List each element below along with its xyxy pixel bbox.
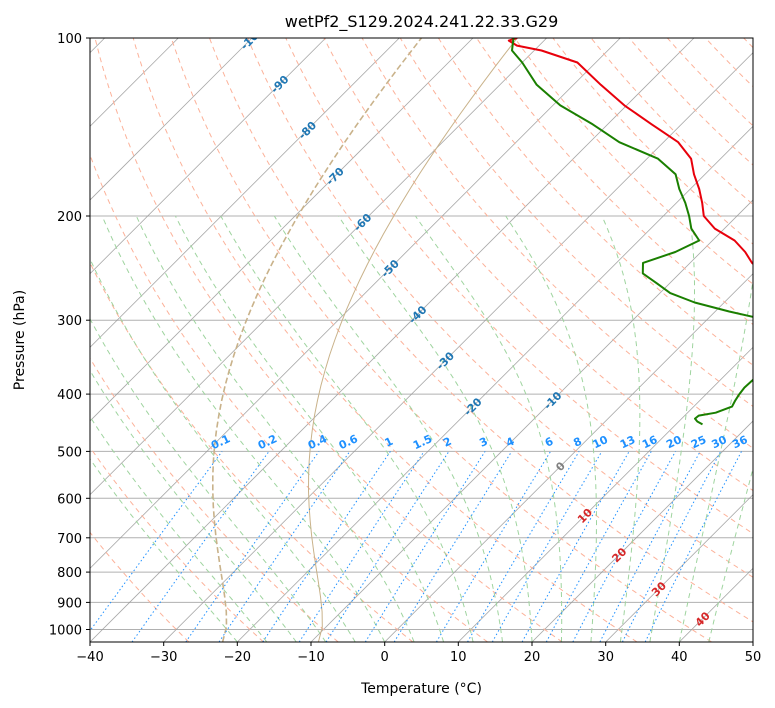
dry-adiabat-line xyxy=(90,261,414,642)
temperature-profile-line xyxy=(507,38,753,266)
moist-adiabat-line xyxy=(337,215,533,642)
x-tick-label: −30 xyxy=(150,650,177,665)
x-tick-label: 20 xyxy=(524,650,541,665)
mixing-ratio-line xyxy=(393,451,513,642)
isotherm-line xyxy=(163,52,753,642)
chart-title: wetPf2_S129.2024.241.22.33.G29 xyxy=(285,12,559,32)
moist-adiabat-line xyxy=(273,215,503,642)
dry-adiabat-line xyxy=(209,38,753,623)
profile-series xyxy=(507,38,753,426)
cloud-level-line xyxy=(307,38,518,642)
background-lines xyxy=(90,38,753,642)
axes: −40 −30 −20 −10 0 10 20 30 40 50 1000 900 800 700 600 5… xyxy=(49,32,761,665)
isotherm-line xyxy=(605,494,753,642)
isotherm-line xyxy=(90,38,547,496)
dry-adiabat-line xyxy=(399,38,753,408)
moist-adiabat-line xyxy=(135,215,415,642)
x-tick-label: 40 xyxy=(671,650,688,665)
dry-adiabat-line xyxy=(361,38,753,449)
isotherm-line xyxy=(90,38,695,642)
isotherm-line xyxy=(90,38,326,275)
dry-adiabat-line xyxy=(247,38,753,578)
mixing-ratio-line xyxy=(435,451,552,642)
mixing-ratio-line xyxy=(545,451,652,642)
mixing-ratio-line xyxy=(364,451,486,642)
mixing-ratio-line xyxy=(491,451,603,642)
moist-adiabat-line xyxy=(649,215,695,642)
mixing-ratio-label: 30 xyxy=(710,433,730,451)
plot-frame xyxy=(89,37,754,643)
y-axis-label: Pressure (hPa) xyxy=(12,290,28,390)
dry-adiabat-line xyxy=(90,357,339,642)
mixing-ratio-label: 20 xyxy=(664,433,684,451)
dry-adiabat-line xyxy=(132,38,638,642)
y-tick-label: 900 xyxy=(57,596,82,611)
isotherm-line xyxy=(237,125,753,642)
mixing-ratio-label: 10 xyxy=(591,433,611,451)
moist-adiabat-line xyxy=(174,215,445,642)
moist-adiabat-line xyxy=(90,257,356,642)
x-tick-label: −20 xyxy=(224,650,251,665)
dewpoint-profile-line xyxy=(511,38,753,426)
cloud-level-line xyxy=(212,38,423,642)
y-tick-label: 700 xyxy=(57,532,82,547)
x-tick-label: 50 xyxy=(745,650,762,665)
isotherm-line xyxy=(90,38,621,569)
mixing-ratio-line xyxy=(90,451,223,632)
y-tick-label: 300 xyxy=(57,314,82,329)
y-tick-label: 600 xyxy=(57,492,82,507)
dry-adiabat-line xyxy=(90,531,190,642)
isotherm-line xyxy=(90,38,400,348)
moist-adiabat-line xyxy=(90,317,327,642)
moist-adiabat-line xyxy=(220,215,474,642)
x-tick-label: 0 xyxy=(381,650,389,665)
y-tick-label: 1000 xyxy=(49,624,82,639)
mixing-ratio-line xyxy=(521,451,630,642)
y-tick-label: 100 xyxy=(57,32,82,47)
mixing-ratio-line xyxy=(131,451,270,642)
y-tick-label: 200 xyxy=(57,210,82,225)
isotherm-line xyxy=(90,38,474,422)
mixing-ratio-line xyxy=(218,451,351,642)
isotherm-line xyxy=(90,38,253,201)
x-axis-label: Temperature (°C) xyxy=(360,681,482,697)
dry-adiabat-line xyxy=(323,38,753,492)
moist-adiabat-line xyxy=(414,215,563,642)
moist-adiabat-line xyxy=(505,215,597,642)
y-tick-label: 500 xyxy=(57,445,82,460)
x-tick-label: 10 xyxy=(450,650,467,665)
mixing-ratio-label: 25 xyxy=(689,433,708,451)
y-tick-label: 400 xyxy=(57,388,82,403)
mixing-ratio-label: 16 xyxy=(640,433,660,451)
dry-adiabat-line xyxy=(437,38,753,366)
moist-adiabat-line xyxy=(708,466,753,642)
mixing-ratio-label: 36 xyxy=(730,433,750,451)
x-tick-label: −10 xyxy=(297,650,324,665)
moist-adiabat-line xyxy=(90,415,268,642)
moist-adiabat-line xyxy=(90,369,297,642)
mixing-ratio-line xyxy=(467,451,580,642)
mixing-ratio-line xyxy=(572,451,676,642)
moist-adiabat-line xyxy=(601,215,641,642)
x-tick-label: −40 xyxy=(76,650,103,665)
moist-adiabat-line xyxy=(90,458,238,642)
mixing-ratio-label: 13 xyxy=(618,433,637,451)
moist-adiabat-line xyxy=(678,277,753,642)
x-tick-label: 30 xyxy=(597,650,614,665)
mixing-ratio-line xyxy=(325,451,450,642)
y-tick-label: 800 xyxy=(57,566,82,581)
isotherm-line xyxy=(384,273,753,642)
dry-adiabat-line xyxy=(285,38,753,535)
